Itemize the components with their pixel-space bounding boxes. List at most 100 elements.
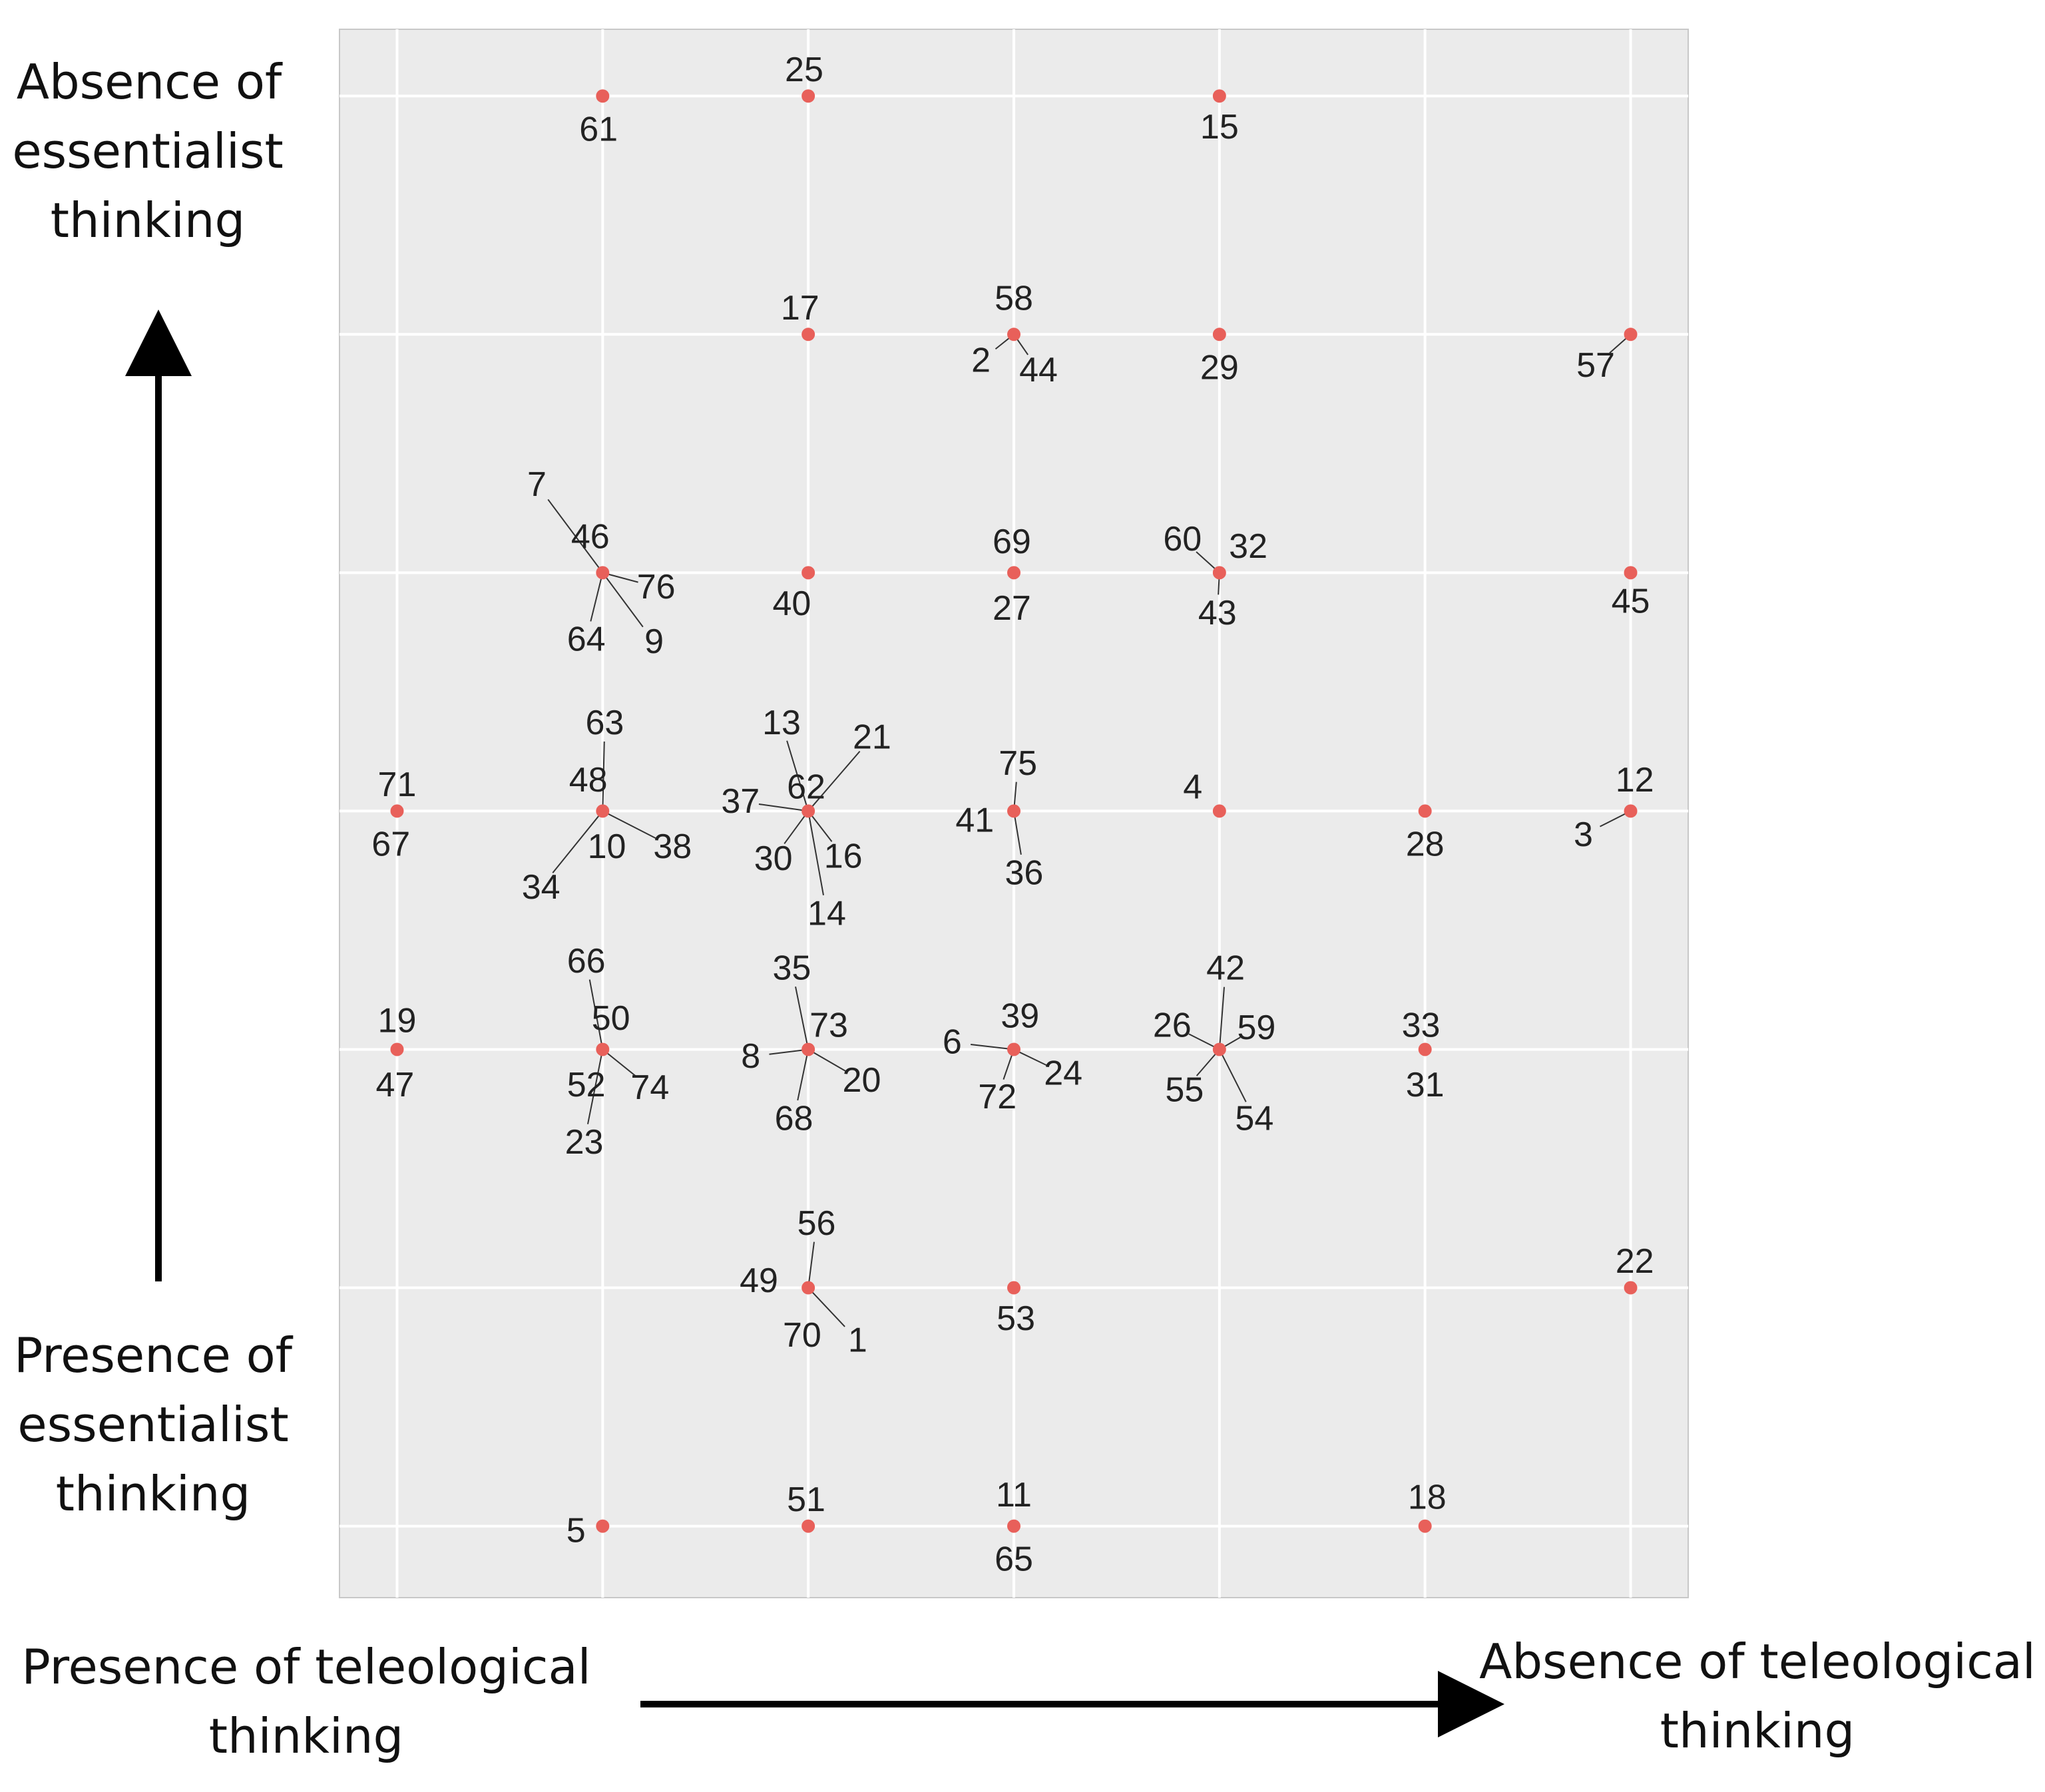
data-point-5-4	[1212, 804, 1226, 818]
point-label-75: 75	[999, 744, 1037, 783]
leader-line-20	[807, 1048, 846, 1072]
point-label-19: 19	[378, 1002, 417, 1040]
data-point-5-7	[1212, 89, 1226, 103]
point-label-7: 7	[527, 465, 547, 504]
point-label-21: 21	[853, 718, 891, 756]
point-label-11: 11	[996, 1476, 1032, 1514]
data-point-5-3	[1212, 1042, 1226, 1056]
point-label-25: 25	[785, 51, 823, 89]
data-point-6-1	[1418, 1519, 1432, 1533]
point-label-18: 18	[1408, 1478, 1447, 1517]
point-label-72: 72	[978, 1078, 1017, 1116]
y-bottom-label-line-2: essentialist	[17, 1397, 288, 1453]
point-label-1: 1	[848, 1321, 867, 1359]
data-point-3-5	[801, 566, 815, 580]
data-point-3-1	[801, 1519, 815, 1533]
point-label-36: 36	[1005, 854, 1044, 893]
data-point-1-3	[390, 1042, 404, 1056]
data-point-5-5	[1212, 566, 1226, 580]
y-top-label-line-1: Absence of	[17, 54, 283, 110]
point-label-15: 15	[1200, 108, 1239, 146]
point-label-32: 32	[1229, 527, 1267, 566]
leader-line-37	[758, 803, 809, 812]
point-label-67: 67	[371, 825, 410, 864]
leader-line-34	[552, 810, 604, 873]
point-label-59: 59	[1238, 1008, 1276, 1047]
leader-line-21	[807, 750, 861, 812]
data-points	[390, 89, 1638, 1533]
leader-line-36	[1013, 811, 1022, 855]
leader-line-30	[784, 810, 809, 845]
x-right-label-line-2: thinking	[1660, 1703, 1855, 1759]
point-label-26: 26	[1153, 1007, 1192, 1045]
leader-line-64	[590, 572, 604, 622]
label-leader-lines	[547, 334, 1632, 1327]
point-label-42: 42	[1206, 949, 1245, 988]
point-label-38: 38	[653, 827, 692, 866]
point-label-73: 73	[809, 1007, 848, 1045]
point-label-74: 74	[630, 1068, 669, 1107]
data-point-6-4	[1418, 804, 1432, 818]
point-label-5: 5	[567, 1512, 586, 1550]
point-label-70: 70	[783, 1316, 821, 1355]
leader-line-54	[1218, 1049, 1247, 1102]
point-label-52: 52	[567, 1066, 606, 1104]
y-top-label-line-2: essentialist	[12, 123, 283, 179]
x-left-label-line-1: Presence of teleological	[21, 1639, 590, 1695]
data-point-4-5	[1007, 566, 1021, 580]
point-label-28: 28	[1406, 825, 1445, 864]
data-point-7-2	[1624, 1281, 1638, 1295]
leader-line-9	[602, 572, 644, 628]
data-point-6-3	[1418, 1042, 1432, 1056]
point-label-33: 33	[1402, 1007, 1441, 1045]
point-label-23: 23	[565, 1123, 604, 1162]
leader-line-42	[1218, 987, 1225, 1050]
point-label-3: 3	[1574, 815, 1593, 854]
data-point-3-3	[801, 1042, 815, 1056]
data-point-3-4	[801, 804, 815, 818]
point-label-8: 8	[741, 1037, 760, 1076]
data-point-2-7	[596, 89, 610, 103]
point-label-65: 65	[995, 1540, 1033, 1579]
point-label-37: 37	[721, 782, 760, 821]
data-point-4-4	[1007, 804, 1021, 818]
point-label-12: 12	[1616, 761, 1654, 799]
data-point-2-1	[596, 1519, 610, 1533]
point-label-68: 68	[775, 1099, 813, 1138]
data-point-1-4	[390, 804, 404, 818]
leader-line-6	[971, 1043, 1015, 1050]
point-label-66: 66	[567, 942, 606, 981]
point-label-54: 54	[1235, 1099, 1273, 1138]
point-label-41: 41	[955, 801, 994, 840]
point-label-24: 24	[1044, 1054, 1082, 1092]
leader-line-14	[807, 811, 824, 896]
point-label-4: 4	[1183, 768, 1202, 807]
point-label-20: 20	[843, 1061, 881, 1100]
point-label-29: 29	[1200, 348, 1239, 387]
point-label-76: 76	[637, 568, 676, 606]
point-label-60: 60	[1163, 520, 1202, 559]
data-point-2-3	[596, 1042, 610, 1056]
point-label-64: 64	[567, 620, 606, 659]
x-left-label-line-2: thinking	[209, 1708, 404, 1764]
leader-line-56	[807, 1241, 815, 1288]
point-label-71: 71	[378, 766, 417, 804]
data-point-3-2	[801, 1281, 815, 1295]
leader-line-68	[797, 1049, 809, 1101]
point-label-6: 6	[943, 1023, 962, 1062]
point-label-45: 45	[1612, 582, 1650, 620]
leader-line-23	[587, 1049, 604, 1124]
point-label-9: 9	[644, 622, 664, 661]
data-point-7-4	[1624, 804, 1638, 818]
point-label-10: 10	[588, 827, 626, 866]
point-label-69: 69	[993, 523, 1031, 561]
point-label-27: 27	[993, 589, 1031, 628]
leader-line-63	[602, 741, 605, 811]
point-label-17: 17	[781, 289, 819, 328]
point-label-55: 55	[1165, 1070, 1204, 1109]
data-point-4-3	[1007, 1042, 1021, 1056]
point-label-16: 16	[824, 837, 863, 875]
point-label-56: 56	[797, 1204, 836, 1243]
